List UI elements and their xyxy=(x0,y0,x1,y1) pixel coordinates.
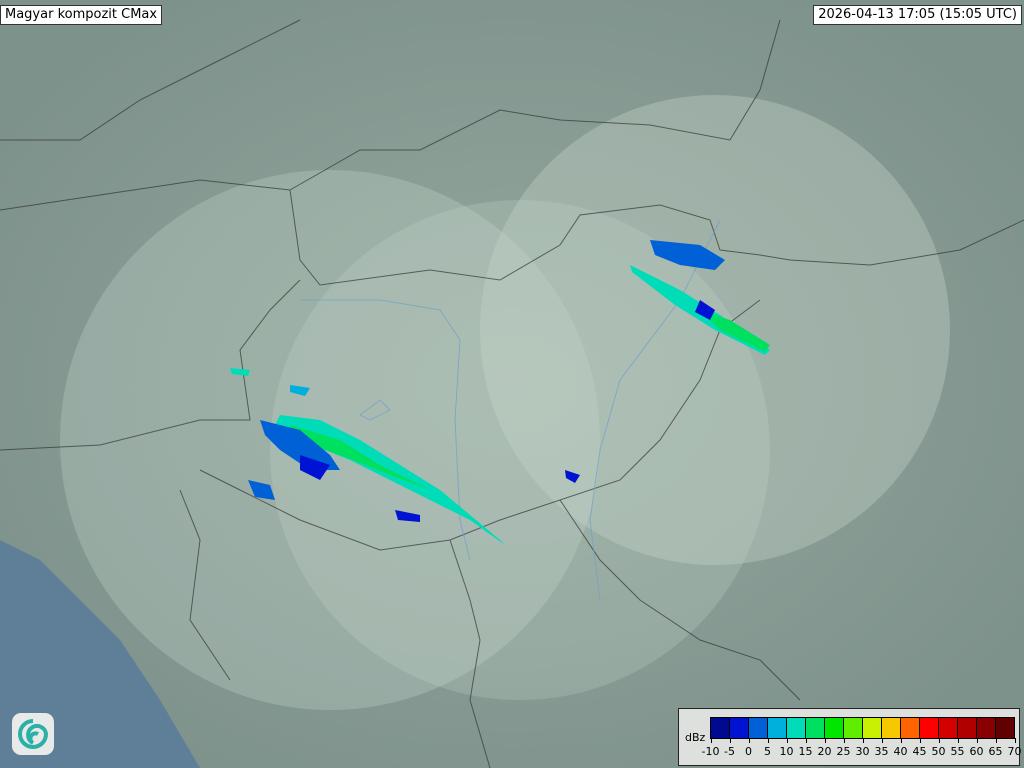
legend-tick-mark xyxy=(1014,738,1016,743)
legend-swatch xyxy=(711,718,730,738)
legend-tick-mark xyxy=(748,738,750,743)
legend-swatch xyxy=(996,718,1014,738)
swirl-logo-icon[interactable] xyxy=(12,713,54,755)
legend-swatch xyxy=(958,718,977,738)
legend-tick-mark xyxy=(881,738,883,743)
legend-tick-mark xyxy=(824,738,826,743)
legend-tick-label: 40 xyxy=(893,745,908,758)
legend-swatch xyxy=(825,718,844,738)
legend-tick-label: 20 xyxy=(817,745,832,758)
legend-swatch xyxy=(787,718,806,738)
legend-tick-mark xyxy=(995,738,997,743)
radar-coverage-south xyxy=(270,200,770,700)
legend-tick-mark xyxy=(919,738,921,743)
legend-tick-label: 30 xyxy=(855,745,870,758)
legend-tick-label: 5 xyxy=(764,745,771,758)
legend-swatch xyxy=(939,718,958,738)
product-title: Magyar kompozit CMax xyxy=(0,5,163,25)
legend-swatch xyxy=(806,718,825,738)
legend-swatch xyxy=(863,718,882,738)
legend-tick-mark xyxy=(729,738,731,743)
legend-tick-label: 50 xyxy=(931,745,946,758)
legend-tick-label: -10 xyxy=(701,745,720,758)
dbz-legend: dBz -10 -5 0 5 10 15 20 25 30 35 40 45 50 55 60 65 70 xyxy=(678,708,1022,766)
legend-tick-label: 55 xyxy=(950,745,965,758)
legend-swatch xyxy=(901,718,920,738)
country-borders xyxy=(0,19,1024,768)
legend-swatch xyxy=(730,718,749,738)
legend-swatch xyxy=(920,718,939,738)
legend-tick-label: 0 xyxy=(745,745,752,758)
legend-swatch xyxy=(882,718,901,738)
adriatic-sea xyxy=(0,540,200,768)
legend-tick-label: 25 xyxy=(836,745,851,758)
legend-swatch xyxy=(768,718,787,738)
legend-tick-mark xyxy=(900,738,902,743)
legend-tick-label: -5 xyxy=(724,745,735,758)
radar-echoes xyxy=(230,240,770,545)
legend-tick-label: 10 xyxy=(779,745,794,758)
timestamp-label: 2026-04-13 17:05 (15:05 UTC) xyxy=(813,5,1022,25)
legend-tick-mark xyxy=(843,738,845,743)
legend-tick-mark xyxy=(805,738,807,743)
legend-tick-mark xyxy=(786,738,788,743)
legend-tick-mark xyxy=(862,738,864,743)
rivers xyxy=(300,219,721,601)
legend-tick-mark xyxy=(938,738,940,743)
legend-tick-label: 35 xyxy=(874,745,889,758)
legend-tick-mark xyxy=(976,738,978,743)
legend-swatch xyxy=(844,718,863,738)
legend-tick-label: 70 xyxy=(1007,745,1022,758)
legend-color-bar xyxy=(710,717,1015,739)
legend-tick-mark xyxy=(957,738,959,743)
legend-tick-mark xyxy=(767,738,769,743)
legend-swatch xyxy=(977,718,996,738)
legend-tick-mark xyxy=(710,738,712,743)
legend-unit: dBz xyxy=(685,731,706,744)
legend-swatch xyxy=(749,718,768,738)
legend-tick-label: 60 xyxy=(969,745,984,758)
legend-tick-label: 15 xyxy=(798,745,813,758)
legend-tick-label: 45 xyxy=(912,745,927,758)
legend-tick-label: 65 xyxy=(988,745,1003,758)
